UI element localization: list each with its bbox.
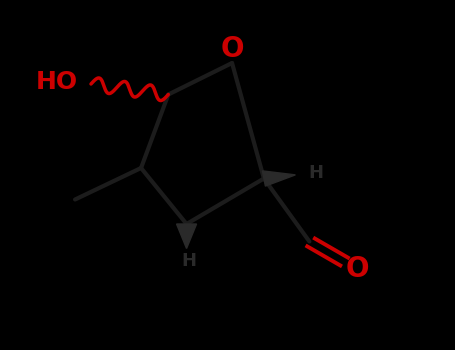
Text: HO: HO <box>36 70 78 94</box>
Text: H: H <box>309 164 324 182</box>
Polygon shape <box>263 171 295 186</box>
Polygon shape <box>177 224 197 248</box>
Text: O: O <box>220 35 244 63</box>
Text: O: O <box>345 255 369 283</box>
Text: H: H <box>182 252 196 270</box>
